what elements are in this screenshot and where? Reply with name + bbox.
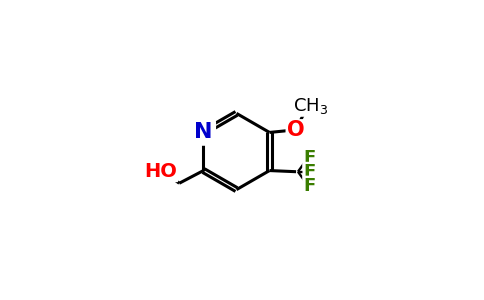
Text: O: O (287, 120, 304, 140)
Text: F: F (303, 163, 316, 181)
Text: N: N (194, 122, 213, 142)
Text: HO: HO (144, 162, 177, 181)
Text: CH$_3$: CH$_3$ (293, 96, 329, 116)
Text: F: F (303, 177, 316, 195)
Text: F: F (303, 149, 316, 167)
